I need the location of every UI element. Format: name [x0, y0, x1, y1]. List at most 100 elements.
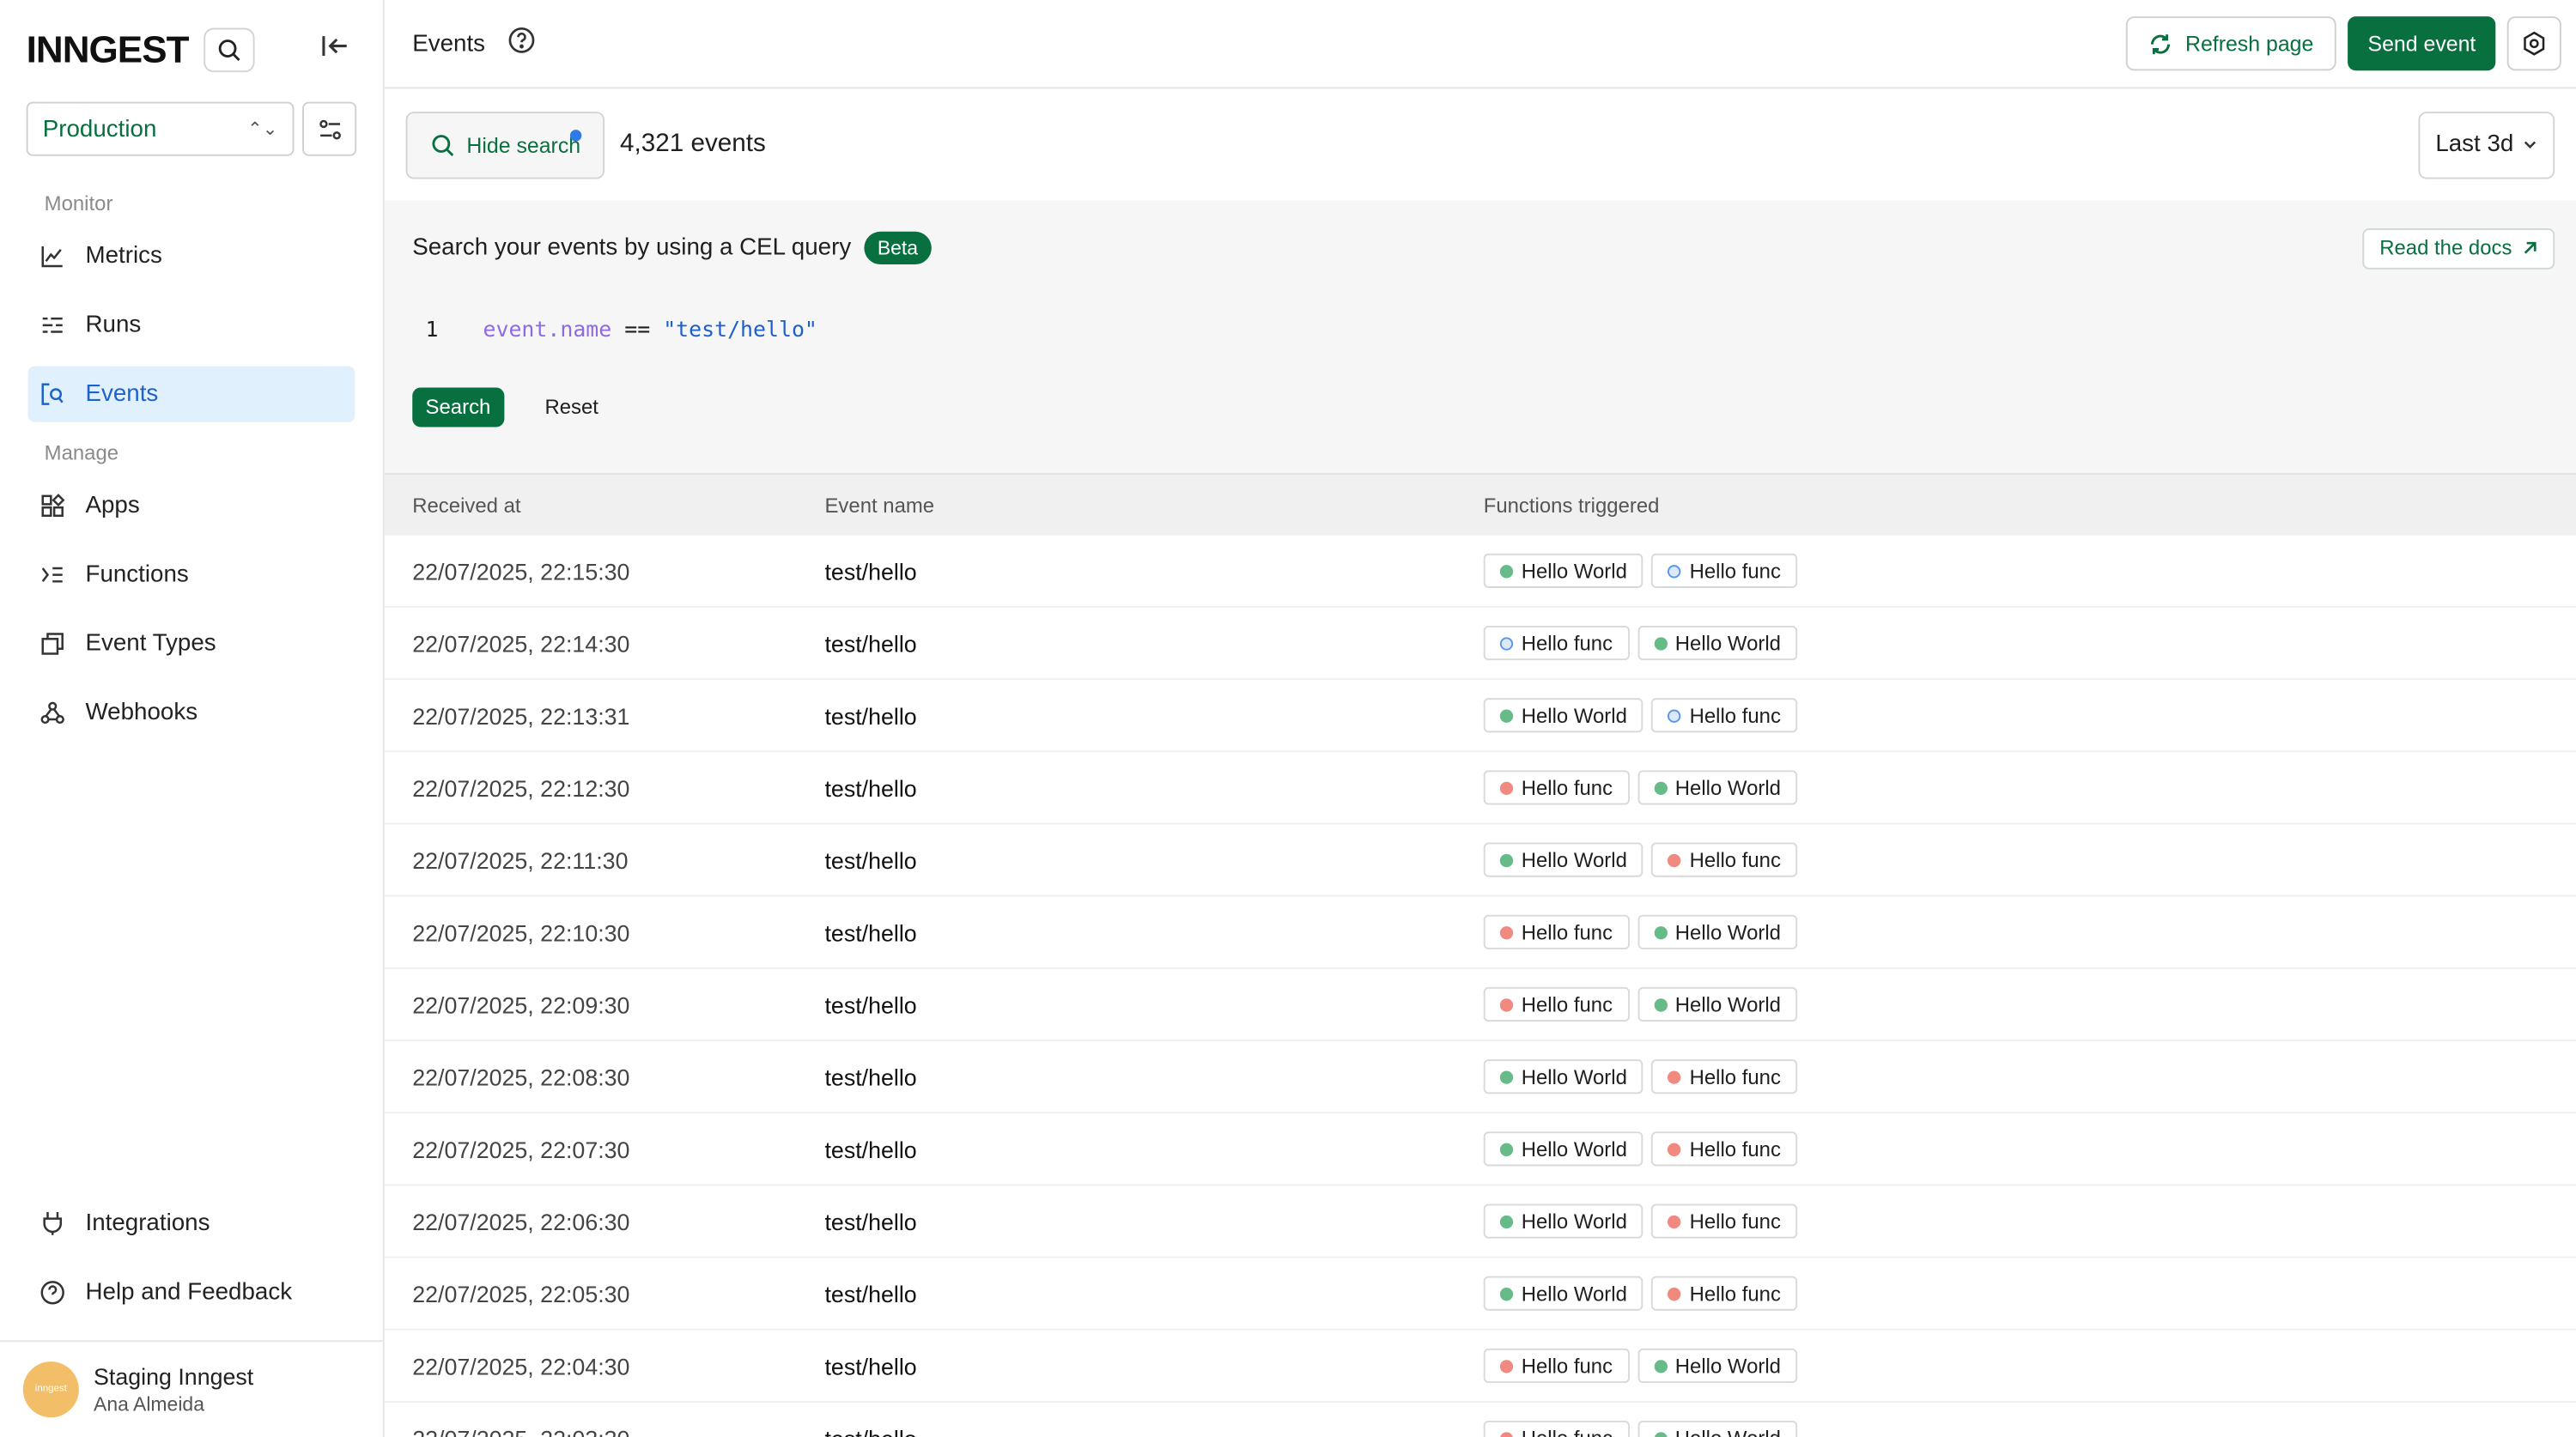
- reset-button[interactable]: Reset: [544, 396, 598, 419]
- function-run-pill[interactable]: Hello func: [1651, 1059, 1798, 1094]
- function-run-pill[interactable]: Hello func: [1651, 1276, 1798, 1311]
- function-run-pill[interactable]: Hello func: [1651, 698, 1798, 733]
- function-name: Hello World: [1521, 703, 1627, 727]
- function-run-pill[interactable]: Hello World: [1483, 553, 1644, 588]
- function-run-pill[interactable]: Hello func: [1483, 625, 1630, 661]
- table-row[interactable]: 22/07/2025, 22:12:30 test/hello Hello func…: [384, 752, 2576, 825]
- function-run-pill[interactable]: Hello World: [1637, 625, 1798, 661]
- sidebar-item-functions[interactable]: Functions: [28, 547, 355, 603]
- help-icon: [40, 1281, 64, 1305]
- status-completed-icon: [1653, 997, 1668, 1011]
- function-run-pill[interactable]: Hello World: [1637, 986, 1798, 1022]
- table-row[interactable]: 22/07/2025, 22:15:30 test/hello Hello Worl…: [384, 536, 2576, 608]
- received-at: 22/07/2025, 22:15:30: [412, 557, 630, 585]
- function-run-pill[interactable]: Hello func: [1651, 553, 1798, 588]
- function-run-pill[interactable]: Hello func: [1483, 914, 1630, 949]
- function-run-pill[interactable]: Hello World: [1637, 1421, 1798, 1437]
- function-run-pill[interactable]: Hello func: [1651, 1204, 1798, 1239]
- table-row[interactable]: 22/07/2025, 22:07:30 test/hello Hello Worl…: [384, 1113, 2576, 1186]
- environment-settings-button[interactable]: [302, 101, 357, 156]
- table-row[interactable]: 22/07/2025, 22:10:30 test/hello Hello func…: [384, 897, 2576, 969]
- function-run-pill[interactable]: Hello func: [1483, 1348, 1630, 1383]
- main-content: Events Refresh page Send event Hide sear…: [384, 0, 2576, 1437]
- table-row[interactable]: 22/07/2025, 22:06:30 test/hello Hello Worl…: [384, 1185, 2576, 1258]
- function-run-pill[interactable]: Hello World: [1483, 1131, 1644, 1167]
- event-name: test/hello: [824, 1280, 917, 1307]
- profile-menu[interactable]: inngest Staging Inngest Ana Almeida: [0, 1340, 383, 1437]
- functions-icon: [41, 567, 63, 583]
- table-row[interactable]: 22/07/2025, 22:05:30 test/hello Hello Worl…: [384, 1258, 2576, 1331]
- event-name: test/hello: [824, 991, 917, 1018]
- function-name: Hello World: [1521, 1137, 1627, 1161]
- sidebar-item-help-and-feedback[interactable]: Help and Feedback: [28, 1264, 355, 1320]
- event-name: test/hello: [824, 774, 917, 801]
- read-docs-link[interactable]: Read the docs: [2363, 227, 2555, 269]
- status-completed-icon: [1653, 636, 1668, 650]
- function-run-pill[interactable]: Hello World: [1637, 770, 1798, 805]
- sidebar-item-integrations[interactable]: Integrations: [28, 1196, 355, 1252]
- refresh-page-button[interactable]: Refresh page: [2126, 16, 2337, 71]
- event-name: test/hello: [824, 557, 917, 585]
- sidebar-item-events[interactable]: Events: [27, 366, 355, 422]
- hide-search-button[interactable]: Hide search: [405, 111, 605, 179]
- received-at: 22/07/2025, 22:13:31: [412, 701, 630, 729]
- functions-triggered: Hello World Hello func: [1483, 1059, 2576, 1094]
- status-completed-icon: [1499, 564, 1514, 578]
- collapse-icon: [322, 35, 347, 56]
- function-run-pill[interactable]: Hello func: [1651, 842, 1798, 877]
- function-run-pill[interactable]: Hello World: [1637, 1348, 1798, 1383]
- sidebar-item-apps[interactable]: Apps: [28, 478, 355, 534]
- table-row[interactable]: 22/07/2025, 22:13:31 test/hello Hello Worl…: [384, 680, 2576, 753]
- sidebar-item-runs[interactable]: Runs: [28, 297, 355, 353]
- sidebar-item-webhooks[interactable]: Webhooks: [28, 685, 355, 741]
- settings-button[interactable]: [2506, 16, 2561, 71]
- table-row[interactable]: 22/07/2025, 22:09:30 test/hello Hello func…: [384, 969, 2576, 1042]
- org-name: Staging Inngest: [94, 1363, 254, 1390]
- function-run-pill[interactable]: Hello World: [1483, 1059, 1644, 1094]
- chart-line-icon: [41, 246, 63, 268]
- functions-triggered: Hello func Hello World: [1483, 1421, 2576, 1437]
- function-run-pill[interactable]: Hello func: [1651, 1131, 1798, 1167]
- function-run-pill[interactable]: Hello World: [1483, 698, 1644, 733]
- table-row[interactable]: 22/07/2025, 22:11:30 test/hello Hello Worl…: [384, 824, 2576, 897]
- search-button[interactable]: [203, 27, 255, 72]
- function-name: Hello func: [1521, 631, 1613, 655]
- time-range-select[interactable]: Last 3d: [2419, 111, 2555, 179]
- function-run-pill[interactable]: Hello func: [1483, 770, 1630, 805]
- chevron-down-icon: [2524, 141, 2537, 149]
- column-functions-triggered[interactable]: Functions triggered: [1483, 493, 1660, 517]
- status-completed-icon: [1499, 1142, 1514, 1156]
- table-row[interactable]: 22/07/2025, 22:08:30 test/hello Hello Worl…: [384, 1041, 2576, 1114]
- function-name: Hello World: [1674, 776, 1781, 799]
- function-run-pill[interactable]: Hello World: [1483, 1204, 1644, 1239]
- sidebar-item-event-types[interactable]: Event Types: [28, 615, 355, 671]
- status-completed-icon: [1499, 1214, 1514, 1228]
- send-event-button[interactable]: Send event: [2348, 16, 2496, 71]
- cel-query-editor[interactable]: 1 event.name == "test/hello": [412, 302, 2548, 358]
- search-submit-button[interactable]: Search: [412, 387, 504, 427]
- chevron-up-down-icon: ⌃⌄: [247, 119, 278, 140]
- help-button[interactable]: [508, 26, 537, 62]
- function-run-pill[interactable]: Hello World: [1483, 1276, 1644, 1311]
- function-run-pill[interactable]: Hello func: [1483, 986, 1630, 1022]
- sidebar-item-label: Functions: [85, 561, 189, 588]
- collapse-sidebar-button[interactable]: [320, 32, 349, 66]
- table-row[interactable]: 22/07/2025, 22:14:30 test/hello Hello func…: [384, 608, 2576, 681]
- inngest-logo[interactable]: INNGEST: [26, 27, 190, 70]
- section-manage: Manage: [44, 441, 119, 465]
- column-received-at[interactable]: Received at: [412, 493, 521, 517]
- gear-icon: [2524, 31, 2545, 56]
- function-name: Hello func: [1521, 1354, 1613, 1378]
- function-name: Hello func: [1689, 848, 1781, 872]
- environment-select[interactable]: Production ⌃⌄: [26, 101, 295, 156]
- function-run-pill[interactable]: Hello World: [1637, 914, 1798, 949]
- table-row[interactable]: 22/07/2025, 22:04:30 test/hello Hello func…: [384, 1331, 2576, 1403]
- sidebar: INNGEST Production ⌃⌄ Monitor Metrics Runs…: [0, 0, 385, 1437]
- function-run-pill[interactable]: Hello func: [1483, 1421, 1630, 1437]
- column-event-name[interactable]: Event name: [824, 493, 935, 517]
- event-name: test/hello: [824, 1136, 917, 1162]
- functions-triggered: Hello World Hello func: [1483, 698, 2576, 733]
- sidebar-item-metrics[interactable]: Metrics: [28, 228, 355, 284]
- function-run-pill[interactable]: Hello World: [1483, 842, 1644, 877]
